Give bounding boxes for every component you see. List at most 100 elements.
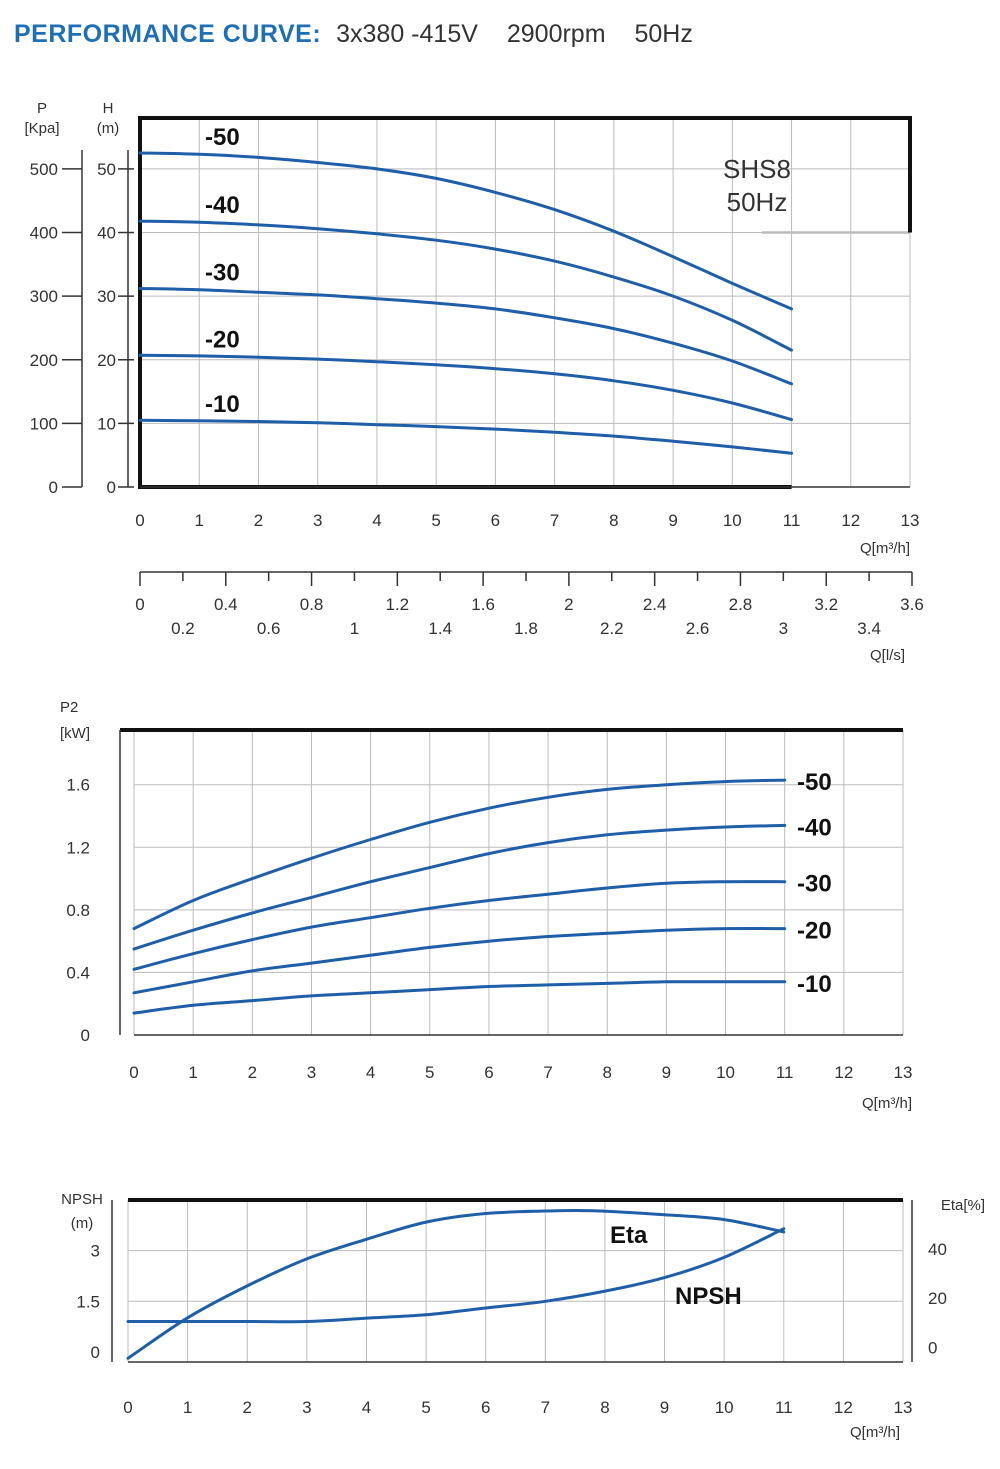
power-x-tick: 3 [307,1063,316,1082]
eta-y-tick: 0 [928,1338,937,1357]
npsh-x-tick: 4 [362,1398,371,1417]
npsh-y-axis-label: NPSH [61,1191,103,1208]
eta-curve-label: Eta [610,1222,648,1249]
power-curve [132,778,787,931]
ls-tick-upper: 0.4 [214,595,238,614]
head-x-tick: 5 [431,511,440,530]
power-curve-label: -30 [797,871,832,898]
npsh-x-tick: 10 [715,1398,734,1417]
head-x-axis-label: Q[m³/h] [860,540,910,557]
ls-tick-upper: 0 [135,595,144,614]
npsh-x-tick: 9 [660,1398,669,1417]
ls-tick-upper: 1.6 [471,595,495,614]
npsh-curve [126,1227,786,1324]
head-curve [138,151,793,311]
ls-tick-lower: 1 [350,619,359,638]
power-x-tick: 12 [834,1063,853,1082]
ls-tick-upper: 2.4 [643,595,667,614]
power-x-tick: 4 [366,1063,375,1082]
power-x-tick: 5 [425,1063,434,1082]
p-tick: 0 [49,478,58,497]
p-axis-unit: [Kpa] [24,120,59,137]
npsh-x-tick: 5 [421,1398,430,1417]
head-curve-label: -30 [205,260,240,287]
ls-tick-lower: 3.4 [857,619,881,638]
power-x-tick: 9 [662,1063,671,1082]
npsh-x-tick: 8 [600,1398,609,1417]
power-x-tick: 1 [188,1063,197,1082]
head-curve-label: -10 [205,391,240,418]
power-curve-label: -10 [797,971,832,998]
head-curve [138,219,793,352]
model-name: SHS8 [723,154,791,184]
head-x-tick: 3 [313,511,322,530]
head-curve-label: -40 [205,192,240,219]
ls-tick-lower: 3 [779,619,788,638]
header: PERFORMANCE CURVE: 3x380 -415V 2900rpm 5… [14,20,715,49]
header-speed: 2900rpm [506,20,606,48]
model-frequency: 50Hz [727,187,788,217]
ls-tick-upper: 2 [564,595,573,614]
ls-tick-lower: 0.6 [257,619,281,638]
ls-tick-upper: 3.6 [900,595,924,614]
npsh-y-tick: 3 [91,1242,100,1261]
npsh-y-tick: 0 [91,1343,100,1362]
power-y-axis-label: P2 [60,699,78,716]
ls-axis-label: Q[l/s] [870,647,905,664]
npsh-x-tick: 1 [183,1398,192,1417]
ls-tick-upper: 1.2 [386,595,410,614]
p-tick: 300 [30,287,58,306]
npsh-x-tick: 2 [242,1398,251,1417]
power-x-axis-label: Q[m³/h] [862,1095,912,1112]
header-frequency: 50Hz [634,20,693,48]
p-tick: 200 [30,351,58,370]
npsh-x-tick: 3 [302,1398,311,1417]
head-x-tick: 0 [135,511,144,530]
npsh-curve-label: NPSH [675,1283,742,1310]
ls-tick-lower: 0.2 [171,619,195,638]
power-y-axis-unit: [kW] [60,725,90,742]
eta-y-tick: 40 [928,1240,947,1259]
h-axis-unit: (m) [97,120,120,137]
npsh-x-tick: 0 [123,1398,132,1417]
h-tick: 10 [97,414,116,433]
power-y-tick: 1.2 [66,838,90,857]
power-x-tick: 2 [248,1063,257,1082]
ls-tick-lower: 2.2 [600,619,624,638]
head-x-tick: 13 [901,511,920,530]
h-tick: 30 [97,287,116,306]
head-curve-label: -20 [205,326,240,353]
power-curve [132,980,787,1015]
power-x-tick: 10 [716,1063,735,1082]
header-label: PERFORMANCE CURVE: [14,20,322,48]
ls-tick-lower: 2.6 [686,619,710,638]
power-chart: 00.40.81.21.6P2[kW]0 1 2 3 4 5 6 7 8 9 10 11 12 13Q[m… [60,699,912,1112]
head-curve [138,287,793,386]
h-axis-label: H [103,100,114,117]
head-x-tick: 7 [550,511,559,530]
power-x-tick: 7 [543,1063,552,1082]
power-curve [132,927,787,995]
npsh-x-tick: 12 [834,1398,853,1417]
ls-tick-upper: 0.8 [300,595,324,614]
head-x-tick: 12 [841,511,860,530]
power-y-tick: 0 [81,1026,90,1045]
head-x-tick: 10 [723,511,742,530]
npsh-y-axis-unit: (m) [71,1215,94,1232]
eta-curve [126,1208,786,1360]
npsh-y-tick: 1.5 [76,1292,100,1311]
h-tick: 0 [107,478,116,497]
head-curve [138,418,793,455]
ls-tick-lower: 1.4 [428,619,452,638]
header-voltage: 3x380 -415V [336,20,478,48]
power-x-tick: 13 [894,1063,913,1082]
eta-y-tick: 20 [928,1289,947,1308]
h-tick: 50 [97,160,116,179]
power-y-tick: 0.4 [66,963,90,982]
head-x-tick: 9 [668,511,677,530]
power-y-tick: 1.6 [66,776,90,795]
h-tick: 40 [97,224,116,243]
head-x-tick: 1 [194,511,203,530]
head-curve-label: -50 [205,124,240,151]
